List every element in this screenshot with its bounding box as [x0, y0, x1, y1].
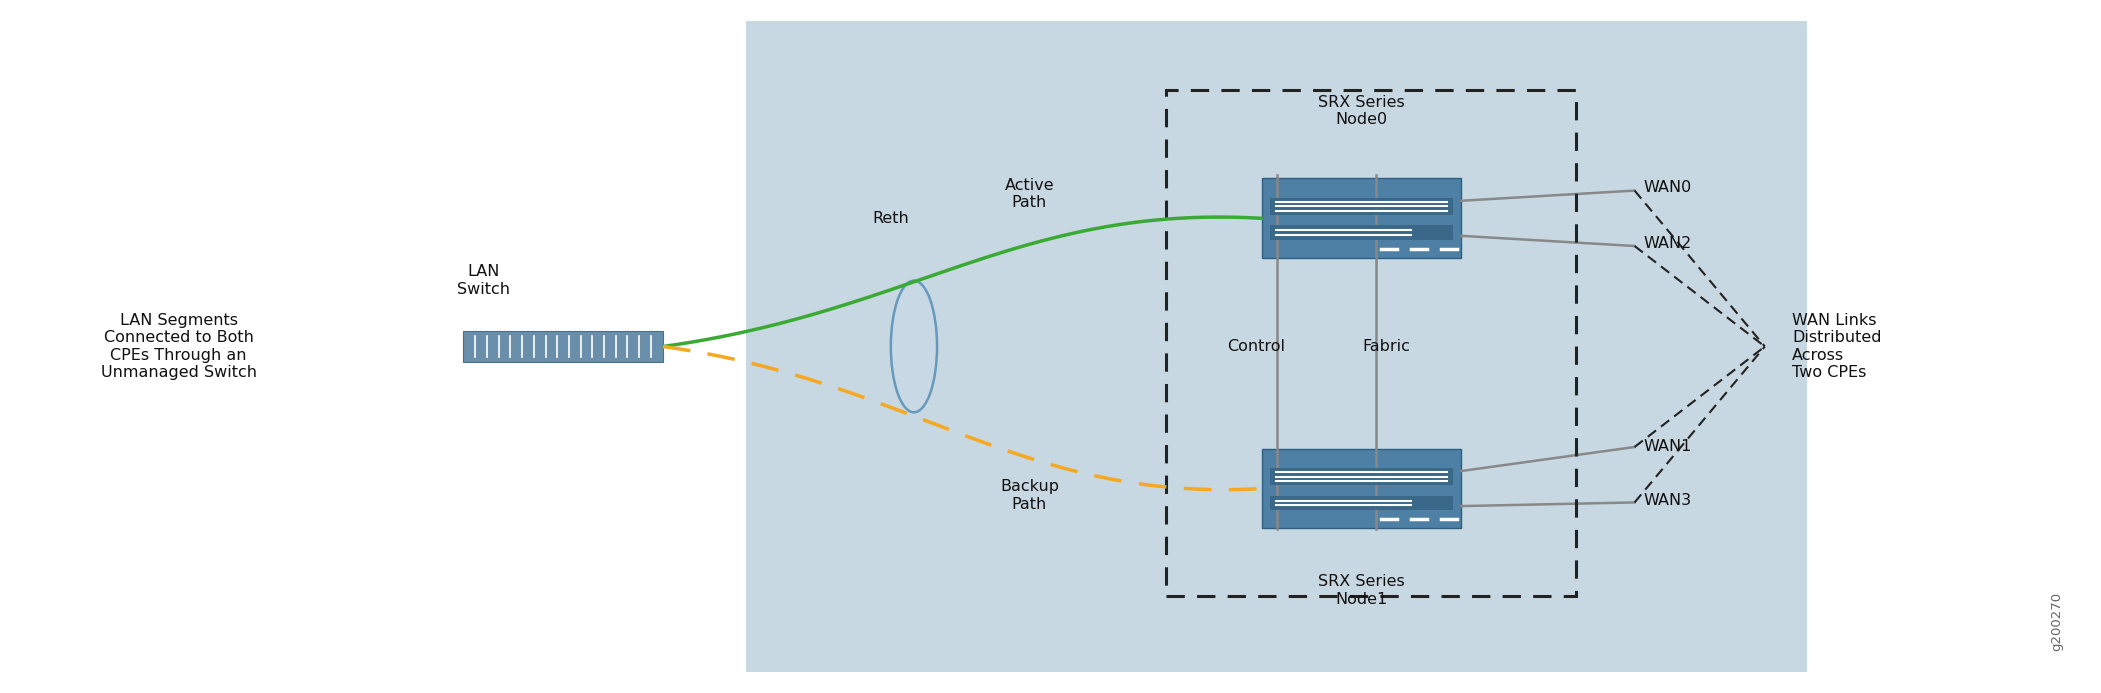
Text: WAN Links
Distributed
Across
Two CPEs: WAN Links Distributed Across Two CPEs [1792, 313, 1882, 380]
Text: SRX Series
Node1: SRX Series Node1 [1317, 574, 1406, 606]
Text: WAN3: WAN3 [1643, 493, 1691, 508]
Text: Control: Control [1227, 339, 1286, 354]
FancyBboxPatch shape [746, 21, 1807, 672]
FancyBboxPatch shape [1269, 225, 1454, 240]
Text: LAN Segments
Connected to Both
CPEs Through an
Unmanaged Switch: LAN Segments Connected to Both CPEs Thro… [101, 313, 256, 380]
Text: Reth: Reth [872, 211, 910, 226]
FancyBboxPatch shape [1261, 178, 1462, 258]
Text: WAN0: WAN0 [1643, 179, 1691, 195]
Text: WAN1: WAN1 [1643, 439, 1691, 454]
Text: Fabric: Fabric [1364, 339, 1410, 354]
Text: SRX Series
Node0: SRX Series Node0 [1317, 95, 1406, 127]
FancyBboxPatch shape [464, 331, 664, 362]
Ellipse shape [891, 281, 937, 412]
FancyBboxPatch shape [1269, 198, 1454, 215]
FancyBboxPatch shape [1269, 495, 1454, 510]
Text: Backup
Path: Backup Path [1000, 480, 1059, 511]
FancyBboxPatch shape [1269, 468, 1454, 485]
Text: Active
Path: Active Path [1004, 178, 1055, 210]
Text: g200270: g200270 [2051, 593, 2063, 651]
Text: LAN
Switch: LAN Switch [456, 265, 511, 297]
FancyBboxPatch shape [1261, 449, 1462, 528]
Text: WAN2: WAN2 [1643, 236, 1691, 252]
